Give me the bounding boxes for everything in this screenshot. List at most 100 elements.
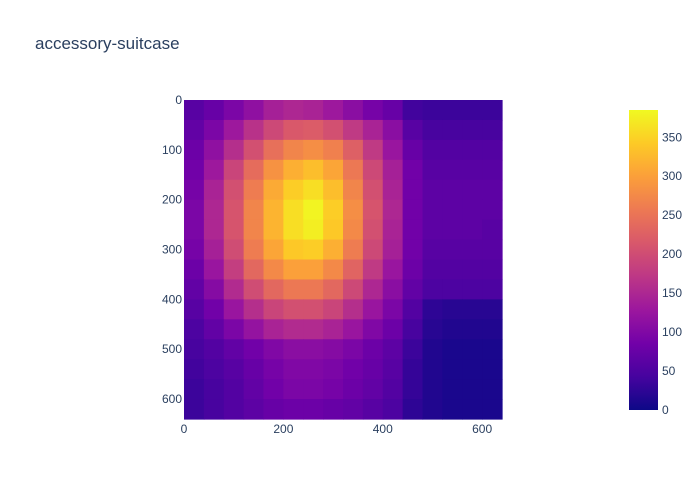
- heatmap-cell: [402, 219, 424, 241]
- heatmap-cell: [263, 319, 284, 340]
- heatmap-cell: [362, 239, 384, 261]
- heatmap-cell: [323, 100, 344, 121]
- heatmap-cell: [462, 199, 483, 221]
- heatmap-cell: [283, 119, 304, 141]
- heatmap-cell: [283, 279, 304, 300]
- heatmap-cell: [243, 319, 265, 340]
- heatmap-cell: [263, 339, 284, 360]
- heatmap-cell: [243, 299, 265, 320]
- heatmap-cell: [402, 159, 424, 181]
- heatmap-cell: [323, 119, 344, 141]
- heatmap-cell: [442, 239, 463, 261]
- heatmap-cell: [343, 299, 364, 320]
- heatmap-cell: [303, 239, 324, 261]
- y-tick-label: 200: [162, 193, 182, 207]
- heatmap-cell: [303, 339, 324, 360]
- heatmap-cell: [283, 299, 304, 320]
- heatmap-cell: [343, 279, 364, 300]
- heatmap-cell: [362, 319, 384, 340]
- heatmap-cell: [422, 259, 443, 281]
- heatmap-cell: [263, 159, 284, 181]
- heatmap-cell: [243, 359, 265, 380]
- heatmap-cell: [243, 179, 265, 201]
- heatmap-cell: [462, 179, 483, 201]
- heatmap-cell: [343, 359, 364, 380]
- heatmap-cell: [343, 319, 364, 340]
- heatmap-cell: [283, 219, 304, 241]
- heatmap-cell: [283, 159, 304, 181]
- heatmap-cell: [323, 319, 344, 340]
- heatmap-cell: [382, 339, 404, 360]
- heatmap-cell: [323, 219, 344, 241]
- heatmap-cell: [482, 219, 503, 241]
- heatmap-cell: [203, 239, 225, 261]
- colorbar-tick-label: 250: [662, 208, 682, 222]
- heatmap-cell: [442, 100, 463, 121]
- heatmap-cell: [462, 399, 483, 420]
- heatmap-cell: [362, 279, 384, 300]
- heatmap-cell: [323, 239, 344, 261]
- heatmap-cell: [442, 379, 463, 400]
- heatmap-cell: [362, 179, 384, 201]
- heatmap-cell: [184, 219, 205, 241]
- heatmap-cell: [422, 100, 443, 121]
- heatmap-cell: [422, 199, 443, 221]
- heatmap-cell: [184, 259, 205, 281]
- heatmap-cell: [462, 259, 483, 281]
- y-tick-label: 600: [162, 392, 182, 406]
- heatmap-cell: [203, 159, 225, 181]
- heatmap-cell: [382, 100, 404, 121]
- heatmap-cell: [343, 399, 364, 420]
- heatmap-cell: [402, 399, 424, 420]
- heatmap-cell: [362, 379, 384, 400]
- heatmap-cell: [263, 179, 284, 201]
- heatmap-cell: [283, 239, 304, 261]
- heatmap-cell: [402, 339, 424, 360]
- heatmap-cell: [283, 100, 304, 121]
- heatmap-cell: [223, 339, 245, 360]
- heatmap-cell: [402, 139, 424, 161]
- heatmap-cell: [243, 259, 265, 281]
- heatmap-cell: [303, 359, 324, 380]
- heatmap-cell: [422, 379, 443, 400]
- heatmap-area[interactable]: [184, 100, 503, 420]
- heatmap-cell: [343, 339, 364, 360]
- heatmap-cell: [303, 179, 324, 201]
- heatmap-cell: [223, 399, 245, 420]
- heatmap-cell: [243, 219, 265, 241]
- heatmap-cell: [323, 399, 344, 420]
- heatmap-cell: [422, 359, 443, 380]
- heatmap-cell: [462, 239, 483, 261]
- heatmap-cell: [323, 299, 344, 320]
- heatmap-cell: [442, 339, 463, 360]
- x-axis: 0 200 400 600: [181, 422, 493, 436]
- heatmap-cell: [343, 139, 364, 161]
- heatmap-cell: [223, 139, 245, 161]
- heatmap-cell: [482, 139, 503, 161]
- heatmap-cell: [303, 299, 324, 320]
- heatmap-cell: [362, 159, 384, 181]
- heatmap-cell: [203, 279, 225, 300]
- heatmap-cell: [382, 259, 404, 281]
- heatmap-cell: [223, 379, 245, 400]
- heatmap-cell: [343, 119, 364, 141]
- heatmap-cell: [482, 239, 503, 261]
- heatmap-cell: [303, 139, 324, 161]
- heatmap-cell: [422, 159, 443, 181]
- heatmap-cell: [223, 199, 245, 221]
- heatmap-cell: [184, 199, 205, 221]
- heatmap-cell: [263, 239, 284, 261]
- heatmap-cell: [283, 199, 304, 221]
- heatmap-cell: [442, 319, 463, 340]
- heatmap-cell: [482, 299, 503, 320]
- heatmap-cell: [402, 279, 424, 300]
- heatmap-cell: [243, 399, 265, 420]
- heatmap-cell: [442, 139, 463, 161]
- heatmap-cell: [203, 319, 225, 340]
- heatmap-cell: [203, 179, 225, 201]
- y-tick-label: 300: [162, 243, 182, 257]
- heatmap-cell: [323, 379, 344, 400]
- heatmap-cell: [402, 100, 424, 121]
- heatmap-cell: [343, 199, 364, 221]
- heatmap-cell: [462, 219, 483, 241]
